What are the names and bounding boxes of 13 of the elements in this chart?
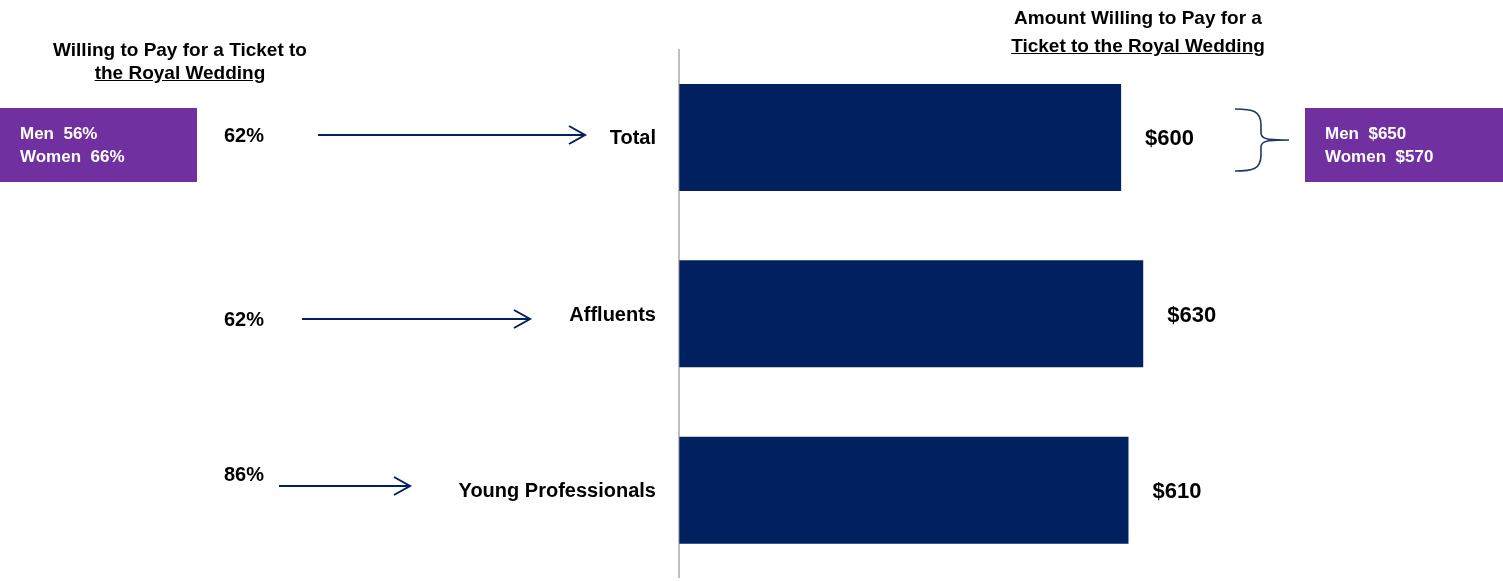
y-tick-label: Young Professionals bbox=[458, 478, 656, 501]
data-label: $630 bbox=[1167, 301, 1217, 327]
y-tick-label: Affluents bbox=[569, 302, 656, 325]
data-label: $610 bbox=[1152, 477, 1202, 503]
text: Men $650 Women $570 bbox=[1325, 123, 1435, 168]
text: 62% bbox=[224, 123, 265, 148]
chart-title: Amount Willing to Pay for a Ticket to the Royal Wedding bbox=[1010, 6, 1266, 58]
text: 86% bbox=[224, 461, 265, 486]
data-label: $600 bbox=[1145, 125, 1195, 151]
text: 62% bbox=[224, 306, 265, 331]
text: Men 56% Women 66% bbox=[20, 123, 126, 168]
y-tick-label: Total bbox=[609, 126, 656, 149]
text: Willing to Pay for a Ticket to the Royal Wedding bbox=[52, 38, 308, 84]
